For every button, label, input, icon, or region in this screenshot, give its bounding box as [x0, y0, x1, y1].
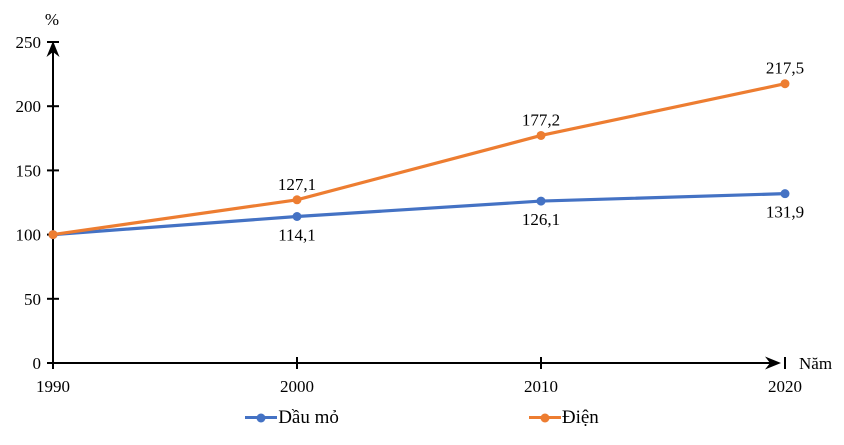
data-point-label: 217,5 [766, 59, 804, 78]
legend-line-marker-icon [528, 413, 561, 422]
data-point-label: 131,9 [766, 203, 804, 222]
data-point [292, 195, 302, 205]
data-point-label: 114,1 [278, 225, 316, 244]
y-tick-label: 150 [16, 161, 42, 180]
data-point-label: 127,1 [278, 175, 316, 194]
legend-item-dien: Điện [528, 407, 599, 428]
chart-svg: 0 50 100 150 200 250 1990 2000 2010 2020% Năm 114,1… [16, 10, 833, 396]
y-tick-label: 250 [16, 33, 42, 52]
x-tick-label: 2000 [280, 377, 314, 396]
series-line [51, 192, 787, 237]
legend-dot-icon [540, 413, 550, 422]
data-point [292, 211, 302, 221]
legend-dot-icon [256, 413, 266, 422]
x-tick-label: 2010 [524, 377, 558, 396]
data-point [48, 230, 58, 240]
y-tick-label: 50 [24, 290, 41, 309]
data-point [536, 196, 546, 206]
legend-label: Điện [561, 407, 599, 428]
data-point [780, 189, 790, 199]
data-point [780, 79, 790, 89]
x-axis-title: Năm [799, 354, 832, 373]
x-tick-label: 1990 [36, 377, 70, 396]
x-axis-arrow-icon [765, 356, 781, 370]
y-axis-arrow-icon [46, 41, 60, 57]
legend-label: Dầu mỏ [278, 407, 339, 428]
y-tick-label: 0 [33, 354, 42, 373]
data-point-label: 126,1 [522, 210, 560, 229]
data-point [536, 130, 546, 140]
x-tick-label: 2020 [768, 377, 802, 396]
y-axis-title: % [45, 10, 59, 29]
y-tick-label: 100 [16, 226, 42, 245]
series-line [51, 82, 787, 237]
legend-item-dau-mo: Dầu mỏ [245, 408, 339, 427]
legend: Dầu mỏ Điện [0, 408, 844, 427]
legend-line-marker-icon [245, 413, 278, 422]
data-point-label: 177,2 [522, 110, 560, 129]
y-tick-label: 200 [16, 97, 42, 116]
